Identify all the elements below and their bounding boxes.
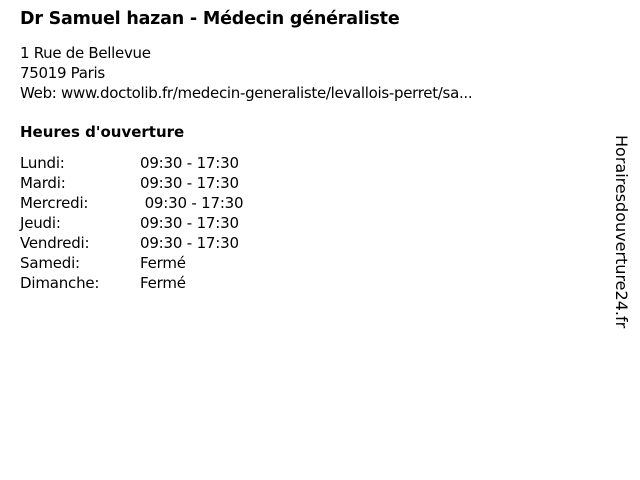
hours-row: Lundi: 09:30 - 17:30 bbox=[20, 153, 243, 173]
day: Mercredi: bbox=[20, 194, 89, 212]
day: Jeudi: bbox=[20, 214, 61, 232]
day: Samedi: bbox=[20, 254, 80, 272]
day: Mardi: bbox=[20, 174, 66, 192]
page-title: Dr Samuel hazan - Médecin généraliste bbox=[20, 9, 400, 29]
site-watermark: Horairesdouverture24.fr bbox=[612, 135, 631, 329]
hours-row: Jeudi: 09:30 - 17:30 bbox=[20, 213, 243, 233]
city: 75019 Paris bbox=[20, 64, 105, 82]
website[interactable]: Web: www.doctolib.fr/medecin-generaliste… bbox=[20, 84, 473, 102]
time: 09:30 - 17:30 bbox=[140, 214, 239, 232]
time: Fermé bbox=[140, 254, 186, 272]
hours-row: Mardi: 09:30 - 17:30 bbox=[20, 173, 243, 193]
day: Lundi: bbox=[20, 154, 65, 172]
time: 09:30 - 17:30 bbox=[140, 174, 239, 192]
day: Dimanche: bbox=[20, 274, 100, 292]
hours-row: Samedi: Fermé bbox=[20, 253, 243, 273]
day: Vendredi: bbox=[20, 234, 90, 252]
time: Fermé bbox=[140, 274, 186, 292]
hours-row: Dimanche: Fermé bbox=[20, 273, 243, 293]
time: 09:30 - 17:30 bbox=[140, 234, 239, 252]
hours-row: Vendredi: 09:30 - 17:30 bbox=[20, 233, 243, 253]
hours-table: Lundi: 09:30 - 17:30 Mardi: 09:30 - 17:30 … bbox=[20, 153, 244, 293]
hours-heading: Heures d'ouverture bbox=[20, 123, 185, 141]
time: 09:30 - 17:30 bbox=[140, 154, 239, 172]
address-block: 1 Rue de Bellevue 75019 Paris Web: www.d… bbox=[20, 43, 473, 103]
street: 1 Rue de Bellevue bbox=[20, 44, 151, 62]
hours-row: Mercredi: 09:30 - 17:30 bbox=[20, 193, 244, 213]
time: 09:30 - 17:30 bbox=[140, 194, 244, 212]
